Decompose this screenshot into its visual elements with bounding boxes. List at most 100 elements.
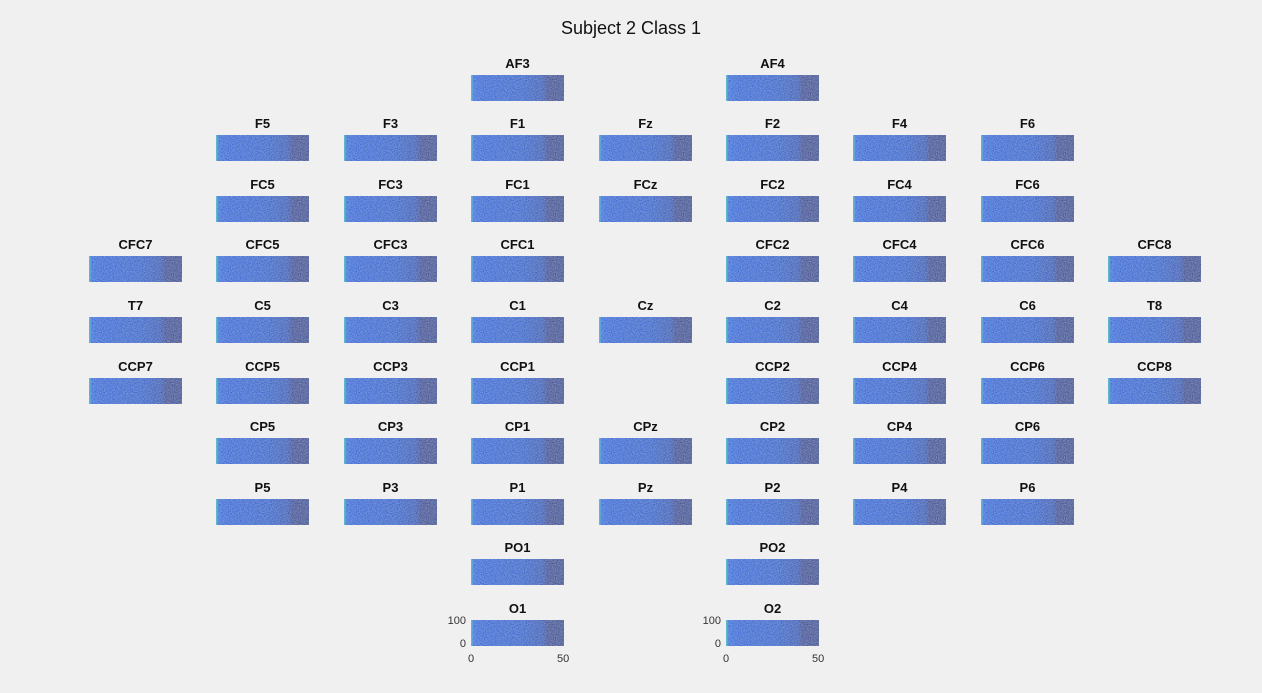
figure-title: Subject 2 Class 1 (560, 18, 702, 38)
channel-panel-f2: F2 (726, 116, 819, 161)
spectrogram-heatmap (471, 559, 564, 585)
spectrogram-heatmap (853, 378, 946, 404)
channel-title: FC6 (1015, 177, 1040, 192)
channel-title: C2 (764, 298, 781, 313)
channel-title: CCP1 (500, 359, 535, 374)
channel-title: CCP3 (373, 359, 408, 374)
channel-title: CFC2 (755, 237, 790, 252)
spectrogram-heatmap (471, 499, 564, 525)
channel-panel-cfc3: CFC3 (344, 237, 437, 282)
spectrogram-heatmap (471, 317, 564, 343)
channel-panel-fcz: FCz (599, 177, 692, 222)
spectrogram-heatmap (216, 317, 309, 343)
channel-panel-c1: C1 (471, 298, 564, 343)
spectrogram-heatmap (726, 135, 819, 161)
channel-title: Pz (637, 480, 654, 495)
channel-panel-p5: P5 (216, 480, 309, 525)
channel-title: F4 (891, 116, 908, 131)
channel-panel-f5: F5 (216, 116, 309, 161)
channel-panel-p2: P2 (726, 480, 819, 525)
channel-title: CCP8 (1137, 359, 1172, 374)
channel-panel-ccp6: CCP6 (981, 359, 1074, 404)
channel-panel-f3: F3 (344, 116, 437, 161)
spectrogram-fcz (599, 196, 692, 222)
spectrogram-po2 (726, 559, 819, 585)
spectrogram-heatmap (471, 438, 564, 464)
spectrogram-heatmap (471, 256, 564, 282)
spectrogram-cfc2 (726, 256, 819, 282)
spectrogram-p5 (216, 499, 309, 525)
channel-panel-cp2: CP2 (726, 419, 819, 464)
spectrogram-heatmap (216, 378, 309, 404)
channel-panel-fc5: FC5 (216, 177, 309, 222)
channel-title: F3 (382, 116, 399, 131)
channel-panel-fc4: FC4 (853, 177, 946, 222)
channel-title: CCP6 (1010, 359, 1045, 374)
channel-title: AF3 (505, 56, 530, 71)
spectrogram-o1 (471, 620, 564, 646)
spectrogram-ccp3 (344, 378, 437, 404)
channel-panel-p3: P3 (344, 480, 437, 525)
channel-title: F1 (509, 116, 526, 131)
spectrogram-f2 (726, 135, 819, 161)
spectrogram-pz (599, 499, 692, 525)
spectrogram-heatmap (981, 135, 1074, 161)
spectrogram-cz (599, 317, 692, 343)
channel-title: CPz (633, 419, 658, 434)
channel-panel-fc2: FC2 (726, 177, 819, 222)
spectrogram-heatmap (726, 620, 819, 646)
y-tick-label: 0 (714, 638, 721, 650)
spectrogram-heatmap (471, 378, 564, 404)
spectrogram-c3 (344, 317, 437, 343)
spectrogram-ccp7 (89, 378, 182, 404)
spectrogram-cp4 (853, 438, 946, 464)
channel-title: P5 (254, 480, 271, 495)
channel-title: T8 (1146, 298, 1163, 313)
channel-title: CFC8 (1137, 237, 1172, 252)
channel-panel-p6: P6 (981, 480, 1074, 525)
spectrogram-heatmap (471, 196, 564, 222)
channel-panel-po2: PO2 (726, 540, 819, 585)
channel-title: F6 (1019, 116, 1036, 131)
spectrogram-fc1 (471, 196, 564, 222)
channel-panel-cz: Cz (599, 298, 692, 343)
channel-panel-f4: F4 (853, 116, 946, 161)
channel-title: Cz (637, 298, 654, 313)
spectrogram-heatmap (216, 135, 309, 161)
spectrogram-cfc5 (216, 256, 309, 282)
spectrogram-p3 (344, 499, 437, 525)
spectrogram-ccp5 (216, 378, 309, 404)
spectrogram-heatmap (471, 135, 564, 161)
spectrogram-heatmap (471, 75, 564, 101)
spectrogram-heatmap (981, 378, 1074, 404)
spectrogram-heatmap (726, 317, 819, 343)
channel-panel-cfc4: CFC4 (853, 237, 946, 282)
spectrogram-c1 (471, 317, 564, 343)
spectrogram-heatmap (853, 438, 946, 464)
spectrogram-heatmap (216, 438, 309, 464)
channel-panel-fz: Fz (599, 116, 692, 161)
channel-title: FC1 (505, 177, 530, 192)
channel-panel-ccp3: CCP3 (344, 359, 437, 404)
channel-panel-c4: C4 (853, 298, 946, 343)
channel-panel-c2: C2 (726, 298, 819, 343)
channel-panel-c3: C3 (344, 298, 437, 343)
channel-title: P3 (382, 480, 399, 495)
spectrogram-heatmap (726, 438, 819, 464)
spectrogram-heatmap (981, 196, 1074, 222)
channel-panel-o1: O1 100 0 0 50 (448, 601, 570, 665)
spectrogram-heatmap (1108, 256, 1201, 282)
channel-title: C3 (382, 298, 399, 313)
spectrogram-c4 (853, 317, 946, 343)
channel-panel-cpz: CPz (599, 419, 692, 464)
spectrogram-fc4 (853, 196, 946, 222)
spectrogram-heatmap (599, 317, 692, 343)
channel-panel-cfc1: CFC1 (471, 237, 564, 282)
channel-title: O2 (763, 601, 782, 616)
spectrogram-heatmap (726, 256, 819, 282)
spectrogram-cp1 (471, 438, 564, 464)
channel-panel-cfc5: CFC5 (216, 237, 309, 282)
channel-title: P1 (509, 480, 526, 495)
channel-title: FC4 (887, 177, 912, 192)
spectrogram-f3 (344, 135, 437, 161)
